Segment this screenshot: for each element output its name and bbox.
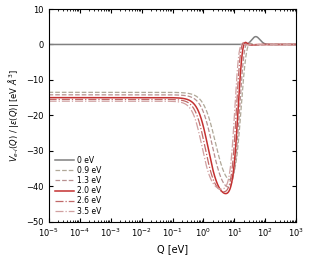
2.0 eV (75, 96, 79, 99)
Line: 0 eV: 0 eV (49, 37, 296, 44)
2.6 eV (75, 98, 79, 101)
1.3 eV (290, 43, 294, 46)
2.6 eV (153, 98, 156, 101)
0.9 eV (249, 42, 252, 45)
1.3 eV (75, 93, 79, 96)
3.5 eV (290, 43, 294, 46)
Y-axis label: $V_{e\text{-}i}(Q)$ / |$\varepsilon(Q)$| [eV $\AA^3$]: $V_{e\text{-}i}(Q)$ / |$\varepsilon(Q)$|… (6, 69, 20, 162)
1.3 eV (246, 41, 250, 44)
0 eV (47, 43, 51, 46)
1.3 eV (153, 93, 156, 96)
2.6 eV (294, 43, 298, 46)
0 eV (75, 43, 79, 46)
1.3 eV (47, 93, 51, 96)
3.5 eV (263, 43, 267, 46)
2.6 eV (263, 43, 267, 46)
2.0 eV (290, 43, 294, 46)
0 eV (142, 43, 145, 46)
2.0 eV (224, 192, 228, 195)
2.0 eV (263, 43, 267, 46)
0.9 eV (294, 43, 298, 46)
3.5 eV (220, 188, 224, 191)
2.6 eV (242, 41, 246, 44)
0 eV (294, 43, 298, 46)
0.9 eV (228, 178, 232, 181)
2.6 eV (90, 98, 93, 101)
X-axis label: Q [eV]: Q [eV] (157, 244, 188, 255)
2.6 eV (142, 98, 145, 101)
0 eV (90, 43, 93, 46)
2.0 eV (294, 43, 298, 46)
3.5 eV (75, 100, 79, 103)
Line: 3.5 eV: 3.5 eV (49, 44, 296, 189)
0.9 eV (47, 91, 51, 94)
1.3 eV (226, 185, 230, 188)
Legend: 0 eV, 0.9 eV, 1.3 eV, 2.0 eV, 2.6 eV, 3.5 eV: 0 eV, 0.9 eV, 1.3 eV, 2.0 eV, 2.6 eV, 3.… (52, 153, 104, 218)
2.0 eV (153, 96, 156, 99)
1.3 eV (90, 93, 93, 96)
Line: 0.9 eV: 0.9 eV (49, 43, 296, 180)
0 eV (290, 43, 294, 46)
3.5 eV (47, 100, 51, 103)
0.9 eV (290, 43, 294, 46)
0 eV (263, 42, 267, 45)
0 eV (153, 43, 156, 46)
2.0 eV (90, 96, 93, 99)
0.9 eV (142, 91, 145, 94)
3.5 eV (153, 100, 156, 103)
2.0 eV (142, 96, 145, 99)
1.3 eV (142, 93, 145, 96)
0.9 eV (263, 43, 267, 46)
1.3 eV (263, 43, 267, 46)
2.0 eV (244, 41, 247, 44)
3.5 eV (294, 43, 298, 46)
3.5 eV (90, 100, 93, 103)
0.9 eV (75, 91, 79, 94)
Line: 2.6 eV: 2.6 eV (49, 43, 296, 192)
0.9 eV (90, 91, 93, 94)
2.6 eV (222, 190, 226, 193)
0.9 eV (153, 91, 156, 94)
2.6 eV (290, 43, 294, 46)
2.6 eV (47, 98, 51, 101)
1.3 eV (294, 43, 298, 46)
Line: 1.3 eV: 1.3 eV (49, 43, 296, 187)
3.5 eV (241, 42, 244, 45)
2.0 eV (47, 96, 51, 99)
Line: 2.0 eV: 2.0 eV (49, 42, 296, 194)
3.5 eV (142, 100, 145, 103)
0 eV (254, 35, 258, 38)
